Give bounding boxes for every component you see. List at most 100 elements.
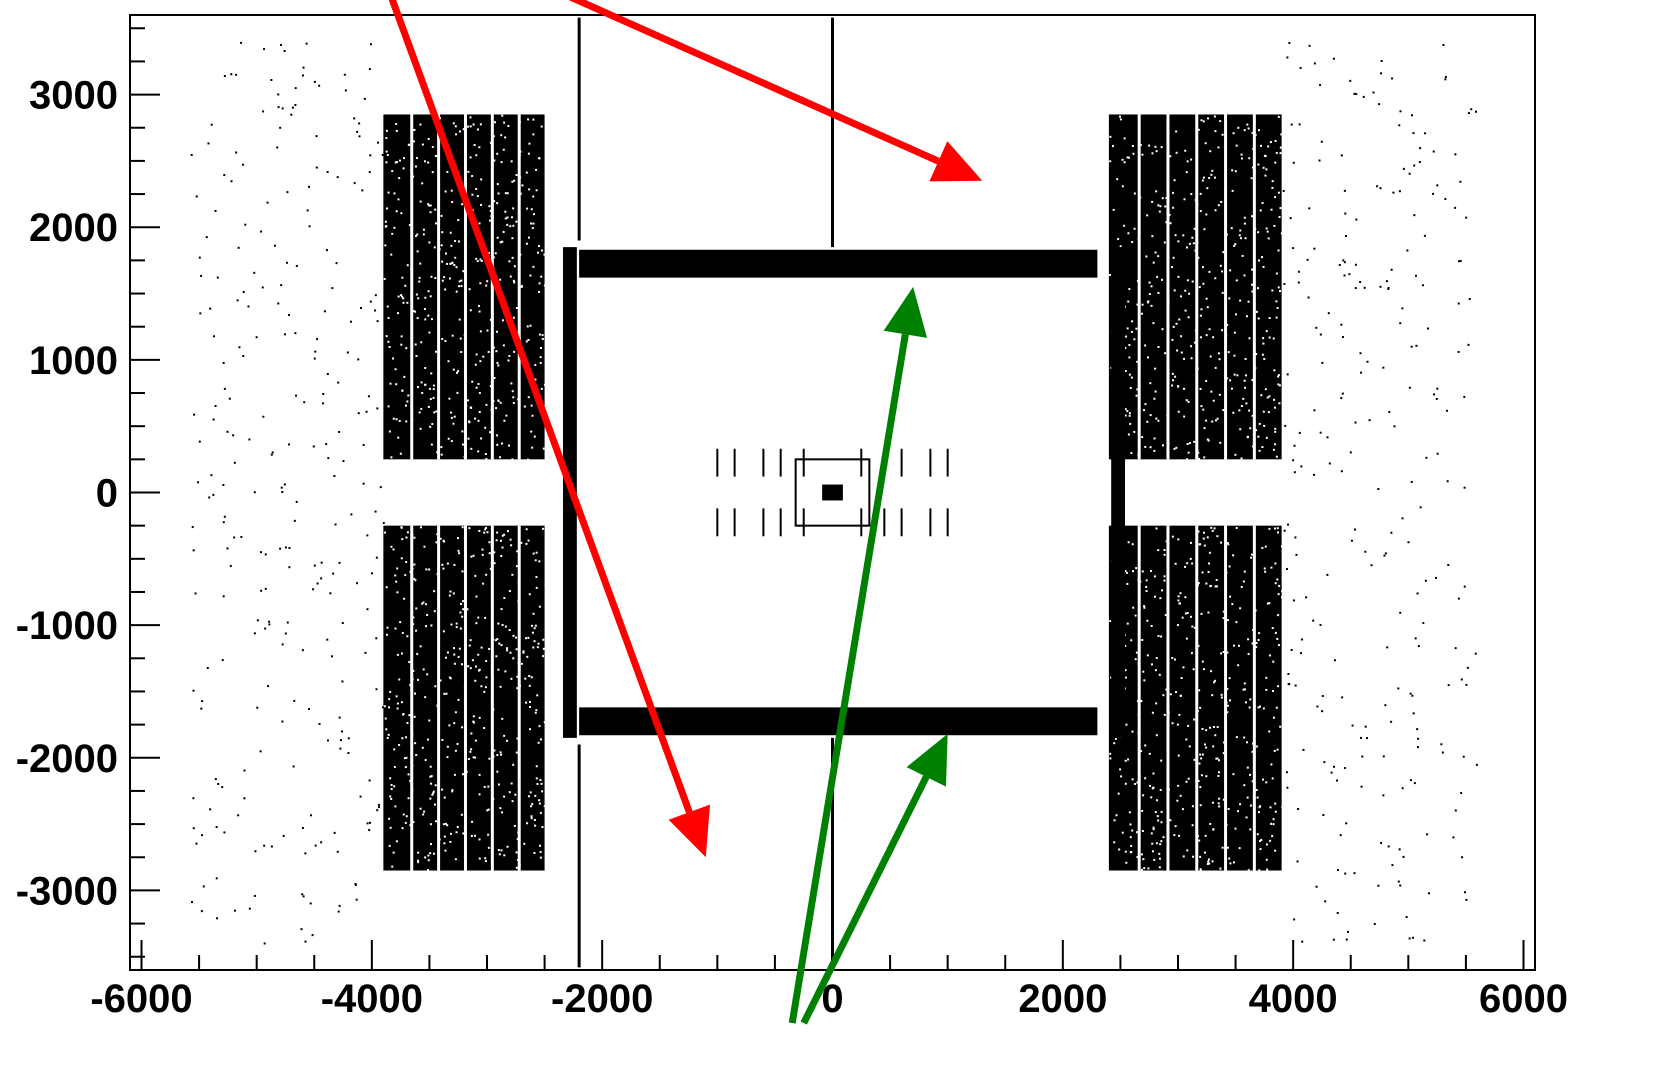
speckle — [1133, 192, 1136, 195]
speckle — [454, 240, 457, 243]
speckle — [1247, 127, 1250, 130]
speckle — [1127, 300, 1130, 303]
speckle — [452, 592, 455, 595]
speckle — [1150, 796, 1153, 799]
scatter-point — [1474, 652, 1477, 655]
scatter-point — [1341, 696, 1344, 699]
speckle — [543, 284, 546, 287]
speckle — [535, 777, 538, 780]
arrow-shaft — [388, 0, 693, 814]
speckle — [514, 793, 517, 796]
speckle — [1271, 289, 1274, 292]
scatter-point — [1390, 720, 1393, 723]
speckle — [1161, 328, 1164, 331]
speckle — [384, 244, 387, 247]
speckle — [1274, 631, 1277, 634]
speckle — [528, 674, 531, 677]
speckle — [1197, 779, 1200, 782]
speckle — [1163, 549, 1166, 552]
speckle — [1199, 314, 1202, 317]
speckle — [1155, 702, 1158, 705]
speckle — [1177, 754, 1180, 757]
speckle — [1121, 185, 1124, 188]
speckle — [543, 721, 546, 724]
layer-gap — [463, 114, 467, 460]
speckle — [1263, 424, 1266, 427]
speckle — [1152, 826, 1155, 829]
speckle — [1173, 289, 1176, 292]
speckle — [525, 171, 528, 174]
speckle — [512, 634, 515, 637]
speckle — [1177, 385, 1180, 388]
scatter-point — [1327, 312, 1330, 315]
speckle — [430, 782, 433, 785]
scatter-point — [376, 141, 379, 144]
scatter-point — [1410, 114, 1413, 117]
speckle — [1265, 843, 1268, 846]
speckle — [402, 297, 405, 300]
speckle — [454, 711, 457, 714]
speckle — [479, 360, 482, 363]
speckle — [1247, 869, 1250, 872]
speckle — [1186, 849, 1189, 852]
speckle — [1174, 375, 1177, 378]
speckle — [1203, 544, 1206, 547]
speckle — [412, 309, 415, 312]
speckle — [511, 458, 514, 461]
arrow-head — [883, 286, 928, 338]
speckle — [401, 827, 404, 830]
speckle — [404, 404, 407, 407]
scatter-point — [268, 623, 271, 626]
scatter-point — [200, 910, 203, 913]
speckle — [423, 810, 426, 813]
speckle — [494, 252, 497, 255]
speckle — [1184, 309, 1187, 312]
scatter-point — [242, 355, 245, 358]
speckle — [526, 655, 529, 658]
speckle — [466, 399, 469, 402]
speckle — [480, 437, 483, 440]
speckle — [401, 295, 404, 298]
speckle — [485, 573, 488, 576]
speckle — [478, 304, 481, 307]
speckle — [535, 189, 538, 192]
speckle — [1160, 759, 1163, 762]
speckle — [1134, 658, 1137, 661]
scatter-point — [223, 387, 226, 390]
scatter-point — [259, 750, 262, 753]
speckle — [474, 679, 477, 682]
speckle — [543, 383, 546, 386]
speckle — [499, 807, 502, 810]
scatter-point — [262, 415, 265, 418]
speckle — [1269, 806, 1272, 809]
speckle — [1243, 688, 1246, 691]
speckle — [395, 695, 398, 698]
scatter-point — [1419, 147, 1422, 150]
speckle — [1264, 545, 1267, 548]
speckle — [1119, 768, 1122, 771]
speckle — [540, 782, 543, 785]
scatter-point — [1322, 814, 1325, 817]
scatter-point — [243, 797, 246, 800]
speckle — [440, 446, 443, 449]
scatter-point — [254, 850, 257, 853]
speckle — [508, 354, 511, 357]
scatter-point — [1463, 891, 1466, 894]
speckle — [507, 125, 510, 128]
speckle — [1205, 379, 1208, 382]
scatter-point — [260, 230, 263, 233]
scatter-point — [1378, 103, 1381, 106]
speckle — [504, 192, 507, 195]
speckle — [1112, 208, 1115, 211]
scatter-point — [256, 619, 259, 622]
speckle — [1210, 670, 1213, 673]
scatter-point — [363, 97, 366, 100]
scatter-point — [308, 225, 311, 228]
speckle — [1157, 204, 1160, 207]
speckle — [389, 690, 392, 693]
speckle — [472, 715, 475, 718]
scatter-point — [216, 276, 219, 279]
scatter-point — [270, 453, 273, 456]
speckle — [1208, 858, 1211, 861]
speckle — [1258, 632, 1261, 635]
